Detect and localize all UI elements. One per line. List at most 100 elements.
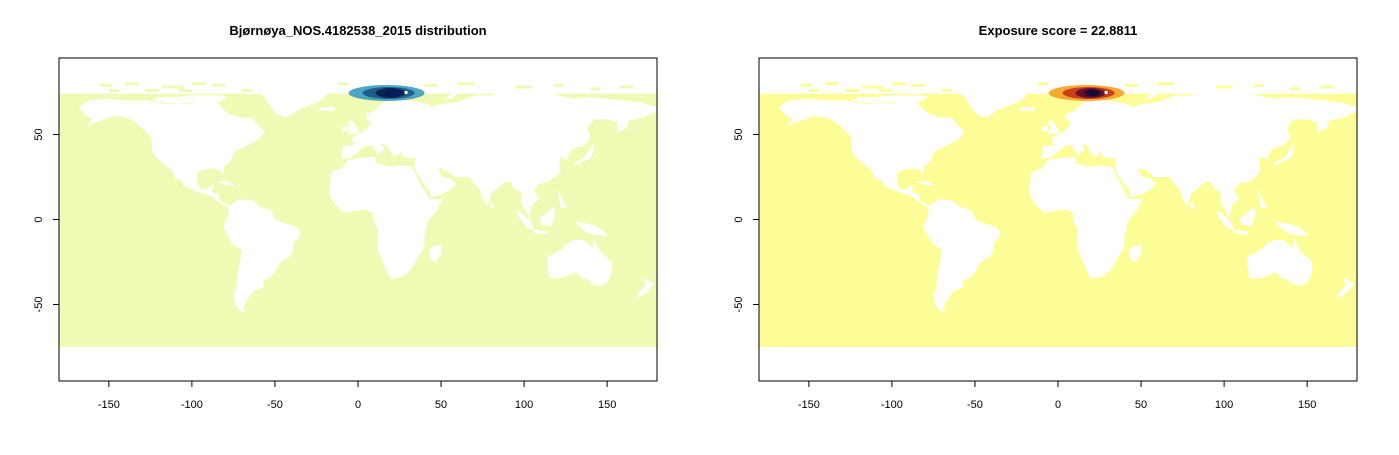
landmass-australia [547,238,613,286]
arctic-ocean-cell [100,83,113,87]
arctic-ocean-cell [125,82,139,86]
arctic-ocean-cell [845,88,859,92]
x-tick-label: -50 [267,399,283,411]
landmass-greenland [936,78,1027,118]
x-tick-label: 0 [1055,399,1061,411]
arctic-ocean-cell [1157,82,1175,86]
arctic-ocean-cell [145,88,159,92]
x-tick-label: 0 [355,399,361,411]
landmass-new-zealand [1335,277,1354,298]
landmass-arabia-fill [417,168,456,198]
landmass-borneo [1239,207,1256,227]
hotspot-gap [404,91,408,94]
landmass-cuba [916,180,936,186]
landmass-sumatra [1215,211,1235,230]
arctic-ocean-cell [108,88,119,92]
landmass-java [532,229,548,235]
arctic-ocean-cell [590,87,601,91]
x-tick-label: -100 [881,399,903,411]
landmass-madagascar [429,245,442,262]
x-tick-label: 100 [1215,399,1233,411]
landmass-java [1232,229,1248,235]
landmass-north-america [78,98,266,206]
arctic-ocean-cell [911,83,926,87]
arctic-ocean-cell [1254,83,1264,87]
arctic-ocean-cell [554,83,564,87]
map-panel-2: Exposure score = 22.8811 -150 -100 -50 0 50 10… [733,23,1358,411]
landmass-novaya-zemlya [444,88,471,99]
landmass-north-america [778,98,965,206]
map-title: Exposure score = 22.8811 [979,23,1138,38]
arctic-ocean-cell [161,85,184,89]
y-tick-label: -50 [733,297,745,313]
y-tick-label: 0 [33,216,45,222]
arctic-ocean-cell [424,83,438,87]
x-tick-label: -150 [798,399,820,411]
arctic-ocean-cell [808,88,819,92]
x-tick-label: -100 [181,399,203,411]
landmass-new-guinea [1275,221,1309,237]
arctic-ocean-cell [1038,82,1049,86]
arctic-ocean-cell [941,88,952,92]
landmass-sri-lanka [489,202,495,210]
hotspot-gap [1104,91,1108,94]
landmass-borneo [539,207,556,227]
arctic-ocean-cell [515,85,533,89]
landmass-greenland [236,78,327,118]
x-tick-label: -50 [967,399,983,411]
landmass-eurasia [341,88,657,218]
arctic-ocean-cell [191,82,206,86]
landmass-canadian-arctic [852,95,929,104]
landmass-south-america [923,199,1000,313]
arctic-ocean-cell [178,88,192,92]
x-tick-label: 150 [1298,399,1316,411]
arctic-ocean-cell [211,83,226,87]
x-tick-label: 50 [435,399,447,411]
map-title: Bjørnøya_NOS.4182538_2015 distribution [229,23,486,38]
arctic-ocean-cell [1124,83,1138,87]
y-tick-label: -50 [33,297,45,313]
arctic-ocean-cell [800,83,813,87]
landmass-philippines [1257,188,1268,208]
landmass-new-guinea [575,221,609,237]
landmass-japan [1273,143,1294,167]
landmass-south-america [223,199,300,313]
landmass-madagascar [1129,245,1142,262]
landmass-africa [1029,156,1143,279]
arctic-ocean-cell [1320,85,1334,89]
arctic-ocean-cell [620,85,634,89]
arctic-ocean-cell [878,88,892,92]
landmass-ireland [341,126,348,132]
x-tick-label: 100 [515,399,533,411]
landmass-australia [1247,238,1313,286]
landmass-novaya-zemlya [1144,88,1171,99]
arctic-ocean-cell [861,85,884,89]
landmass-britain [1048,119,1060,135]
landmass-japan [573,143,594,167]
hotspot-peak [384,89,401,97]
y-tick-label: 50 [733,128,745,140]
landmass-eurasia [1041,88,1357,218]
landmass-philippines [557,188,568,208]
landmass-britain [348,119,360,135]
x-tick-label: 50 [1135,399,1147,411]
arctic-ocean-cell [1215,85,1233,89]
arctic-ocean-cell [241,88,252,92]
arctic-ocean-cell [338,82,349,86]
y-tick-label: 50 [33,128,45,140]
landmass-africa [329,156,443,279]
x-tick-label: 150 [598,399,616,411]
landmass-cuba [216,180,236,186]
arctic-ocean-cell [825,82,839,86]
map-panel-1: Bjørnøya_NOS.4182538_2015 distribution -1… [33,23,658,411]
landmass-arabia-fill [1117,168,1156,198]
y-tick-label: 0 [733,216,745,222]
arctic-ocean-cell [457,82,475,86]
arctic-ocean-cell [891,82,906,86]
landmass-sri-lanka [1189,202,1195,210]
arctic-ocean-cell [1290,87,1301,91]
landmass-new-zealand [635,277,654,298]
x-tick-label: -150 [98,399,120,411]
landmass-ireland [1041,126,1048,132]
